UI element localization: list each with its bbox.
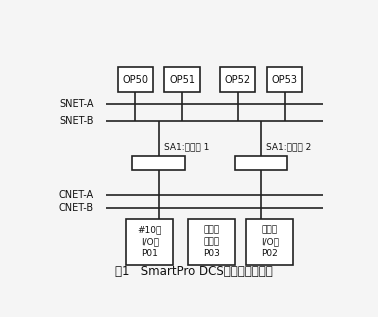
Bar <box>188 219 235 265</box>
Text: OP53: OP53 <box>271 74 297 85</box>
Text: SNET-B: SNET-B <box>59 116 93 126</box>
Text: OP50: OP50 <box>122 74 148 85</box>
Bar <box>220 67 255 92</box>
Text: P01: P01 <box>141 249 158 258</box>
Text: #10站: #10站 <box>138 226 162 235</box>
Text: SA1:交换机 1: SA1:交换机 1 <box>164 143 209 152</box>
Text: 图1   SmartPro DCS控制系统结构图: 图1 SmartPro DCS控制系统结构图 <box>115 265 273 278</box>
Bar <box>118 67 153 92</box>
Text: 仪表柜: 仪表柜 <box>203 237 219 246</box>
Text: OP51: OP51 <box>169 74 195 85</box>
Bar <box>126 219 173 265</box>
Text: P03: P03 <box>203 249 220 258</box>
Text: OP52: OP52 <box>225 74 251 85</box>
Bar <box>267 67 302 92</box>
Text: P02: P02 <box>262 249 278 258</box>
Text: SA1:交换机 2: SA1:交换机 2 <box>266 143 311 152</box>
Text: CNET-B: CNET-B <box>59 203 94 213</box>
Text: I/O柜: I/O柜 <box>141 237 159 246</box>
Text: 扩展柜: 扩展柜 <box>262 226 278 235</box>
Bar <box>235 156 287 170</box>
Text: SNET-A: SNET-A <box>59 99 93 109</box>
Bar <box>132 156 185 170</box>
Text: CNET-A: CNET-A <box>59 191 94 200</box>
Text: 扩展柜: 扩展柜 <box>203 226 219 235</box>
Bar <box>246 219 293 265</box>
Bar <box>164 67 200 92</box>
Text: I/O柜: I/O柜 <box>261 237 279 246</box>
